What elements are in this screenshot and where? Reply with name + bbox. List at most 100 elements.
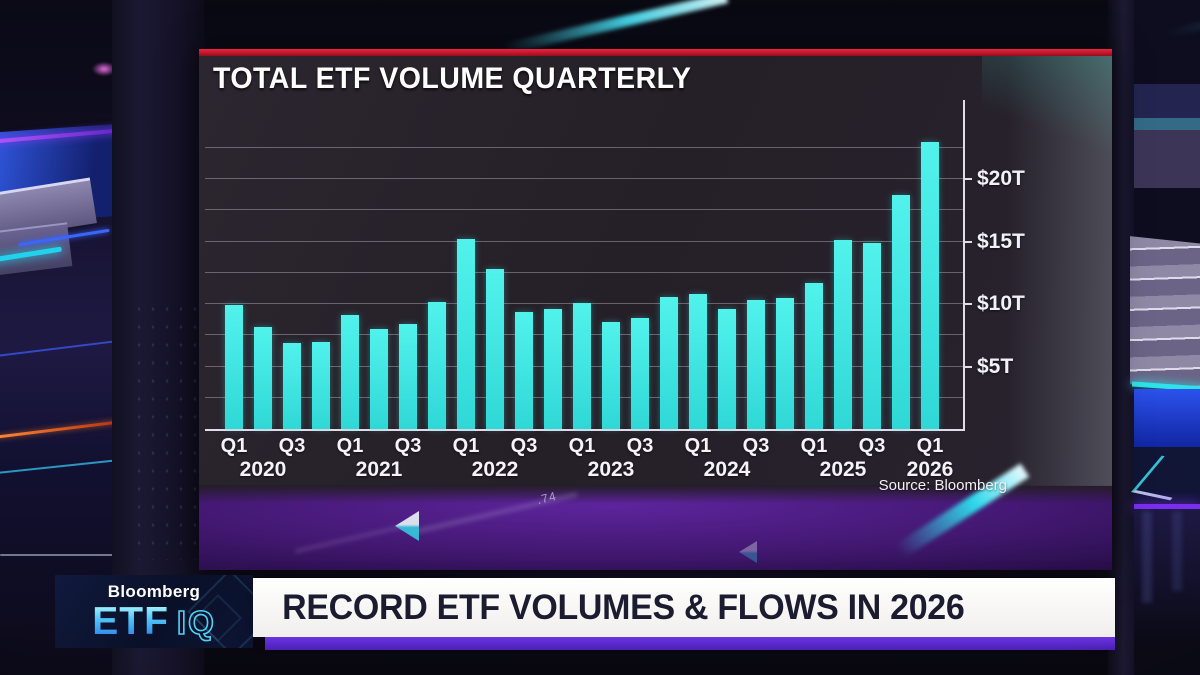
bar-2020-q2	[254, 326, 272, 429]
bar-2023-q1	[573, 302, 591, 429]
bar-2024-q3	[747, 300, 765, 429]
bar-2022-q2	[486, 269, 504, 429]
y-axis-tick-mark	[963, 178, 972, 180]
y-axis-tick-mark	[963, 303, 972, 305]
bar-2022-q3	[515, 311, 533, 429]
bar-2024-q2	[718, 309, 736, 429]
studio-top-background	[204, 0, 1200, 55]
show-title-row: ETF IQ	[55, 600, 253, 644]
bar-2021-q4	[428, 301, 446, 429]
x-axis-line	[205, 429, 965, 431]
bar-2021-q2	[370, 329, 388, 429]
bar-2020-q4	[312, 341, 330, 429]
gridline	[205, 178, 963, 179]
gridline	[205, 146, 963, 148]
bar-2023-q3	[631, 317, 649, 429]
bar-2021-q3	[399, 324, 417, 429]
chyron-banner: RECORD ETF VOLUMES & FLOWS IN 2026	[253, 578, 1115, 637]
cyan-light-beam	[501, 0, 729, 55]
bar-2020-q1	[225, 305, 243, 429]
x-axis-quarter-label: Q1	[916, 435, 944, 457]
show-suffix: IQ	[176, 603, 216, 642]
floor-reflection-streak	[1142, 511, 1152, 603]
bar-2023-q2	[602, 321, 620, 429]
x-axis-year-label: 2021	[355, 458, 403, 481]
ticker-reflection-streak	[294, 524, 404, 554]
studio-right-background	[1130, 0, 1200, 675]
show-name: ETF	[92, 600, 169, 643]
purple-wall-band	[1134, 130, 1200, 188]
x-axis-quarter-label: Q3	[858, 435, 886, 457]
studio-floor	[1134, 509, 1200, 675]
y-axis-tick-label: $10T	[977, 292, 1025, 315]
bar-2024-q4	[776, 297, 794, 429]
magenta-studio-light	[92, 62, 116, 76]
x-axis-year-label: 2020	[239, 458, 287, 481]
x-axis-quarter-label: Q1	[220, 435, 248, 457]
y-axis-tick-label: $15T	[977, 229, 1025, 253]
x-axis-year-label: 2026	[906, 458, 954, 481]
bar-2025-q3	[863, 242, 881, 429]
play-triangle-reflection-faint	[739, 541, 757, 563]
studio-slab-stack	[1130, 236, 1200, 392]
plot-area: $5T $10T $15T $20T Q1 Q3 2020 Q1 Q3 2021 Q1 Q3 2022 Q…	[205, 100, 1025, 481]
source-credit: Source: Bloomberg	[878, 477, 1007, 494]
plot-wrap: $5T $10T $15T $20T Q1 Q3 2020 Q1 Q3 2021 Q1 Q3 2022 Q…	[205, 100, 1025, 484]
neon-triangle-outline	[1131, 455, 1200, 501]
x-axis-quarter-label: Q3	[510, 435, 538, 457]
x-axis-quarter-label: Q1	[568, 435, 596, 457]
bar-2021-q1	[341, 315, 359, 429]
x-axis-quarter-label: Q1	[336, 435, 364, 457]
ticker-reflection-value: .74	[535, 488, 559, 508]
x-axis-year-label: 2023	[587, 458, 635, 481]
floor-highlight-line	[0, 554, 148, 556]
studio-wall-band	[1134, 84, 1200, 132]
x-axis-quarter-label: Q3	[278, 435, 306, 457]
chyron-accent-bar	[265, 637, 1115, 650]
x-axis-quarter-label: Q1	[684, 435, 712, 457]
neon-cyan-floor-line	[0, 459, 114, 475]
glow-fade	[199, 485, 1112, 503]
play-triangle-reflection	[395, 511, 419, 541]
bar-2025-q4	[892, 195, 910, 429]
chart-screen: TOTAL ETF VOLUME QUARTERLY $5T $10T $15T $2…	[199, 49, 1112, 570]
gridline	[205, 271, 963, 273]
screen-teal-tint	[982, 56, 1112, 151]
bar-2026-q1	[921, 141, 939, 429]
bar-2024-q1	[689, 294, 707, 429]
gridline	[205, 240, 963, 242]
bar-2022-q4	[544, 309, 562, 429]
neon-orange-floor-line	[0, 419, 124, 440]
bar-2022-q1	[457, 239, 475, 429]
bar-2025-q1	[805, 282, 823, 429]
led-speckles	[132, 300, 196, 560]
network-name: Bloomberg	[107, 582, 201, 601]
y-axis-tick-label: $20T	[977, 167, 1025, 190]
chart-title: TOTAL ETF VOLUME QUARTERLY	[213, 62, 692, 95]
bar-2025-q2	[834, 240, 852, 429]
show-logo: Bloomberg ETF IQ	[55, 575, 253, 648]
x-axis-year-label: 2022	[471, 458, 519, 481]
x-axis-quarter-label: Q1	[452, 435, 480, 457]
y-axis-line	[963, 100, 965, 431]
x-axis-quarter-label: Q1	[800, 435, 828, 457]
chart-accent-stripe	[199, 49, 1112, 56]
x-axis-year-label: 2025	[819, 458, 867, 481]
screen-glow-band: .74	[199, 463, 1112, 570]
neon-blue-floor-line	[0, 340, 114, 358]
x-axis-quarter-label: Q3	[626, 435, 654, 457]
studio-left-pillar	[112, 0, 204, 675]
x-axis-quarter-label: Q3	[742, 435, 770, 457]
bar-2020-q3	[283, 342, 301, 429]
y-axis-tick-mark	[963, 240, 972, 243]
screen-right-sheen	[1008, 56, 1112, 486]
y-axis-tick-mark	[963, 365, 972, 368]
bar-2023-q4	[660, 296, 678, 429]
neon-purple-floor-line	[1134, 504, 1200, 509]
x-axis-year-label: 2024	[703, 458, 751, 481]
floor-reflection-streak	[1172, 511, 1182, 591]
teal-wall-band	[1134, 118, 1200, 130]
y-axis-tick-label: $5T	[977, 354, 1014, 378]
blue-glow-band	[1134, 389, 1200, 447]
